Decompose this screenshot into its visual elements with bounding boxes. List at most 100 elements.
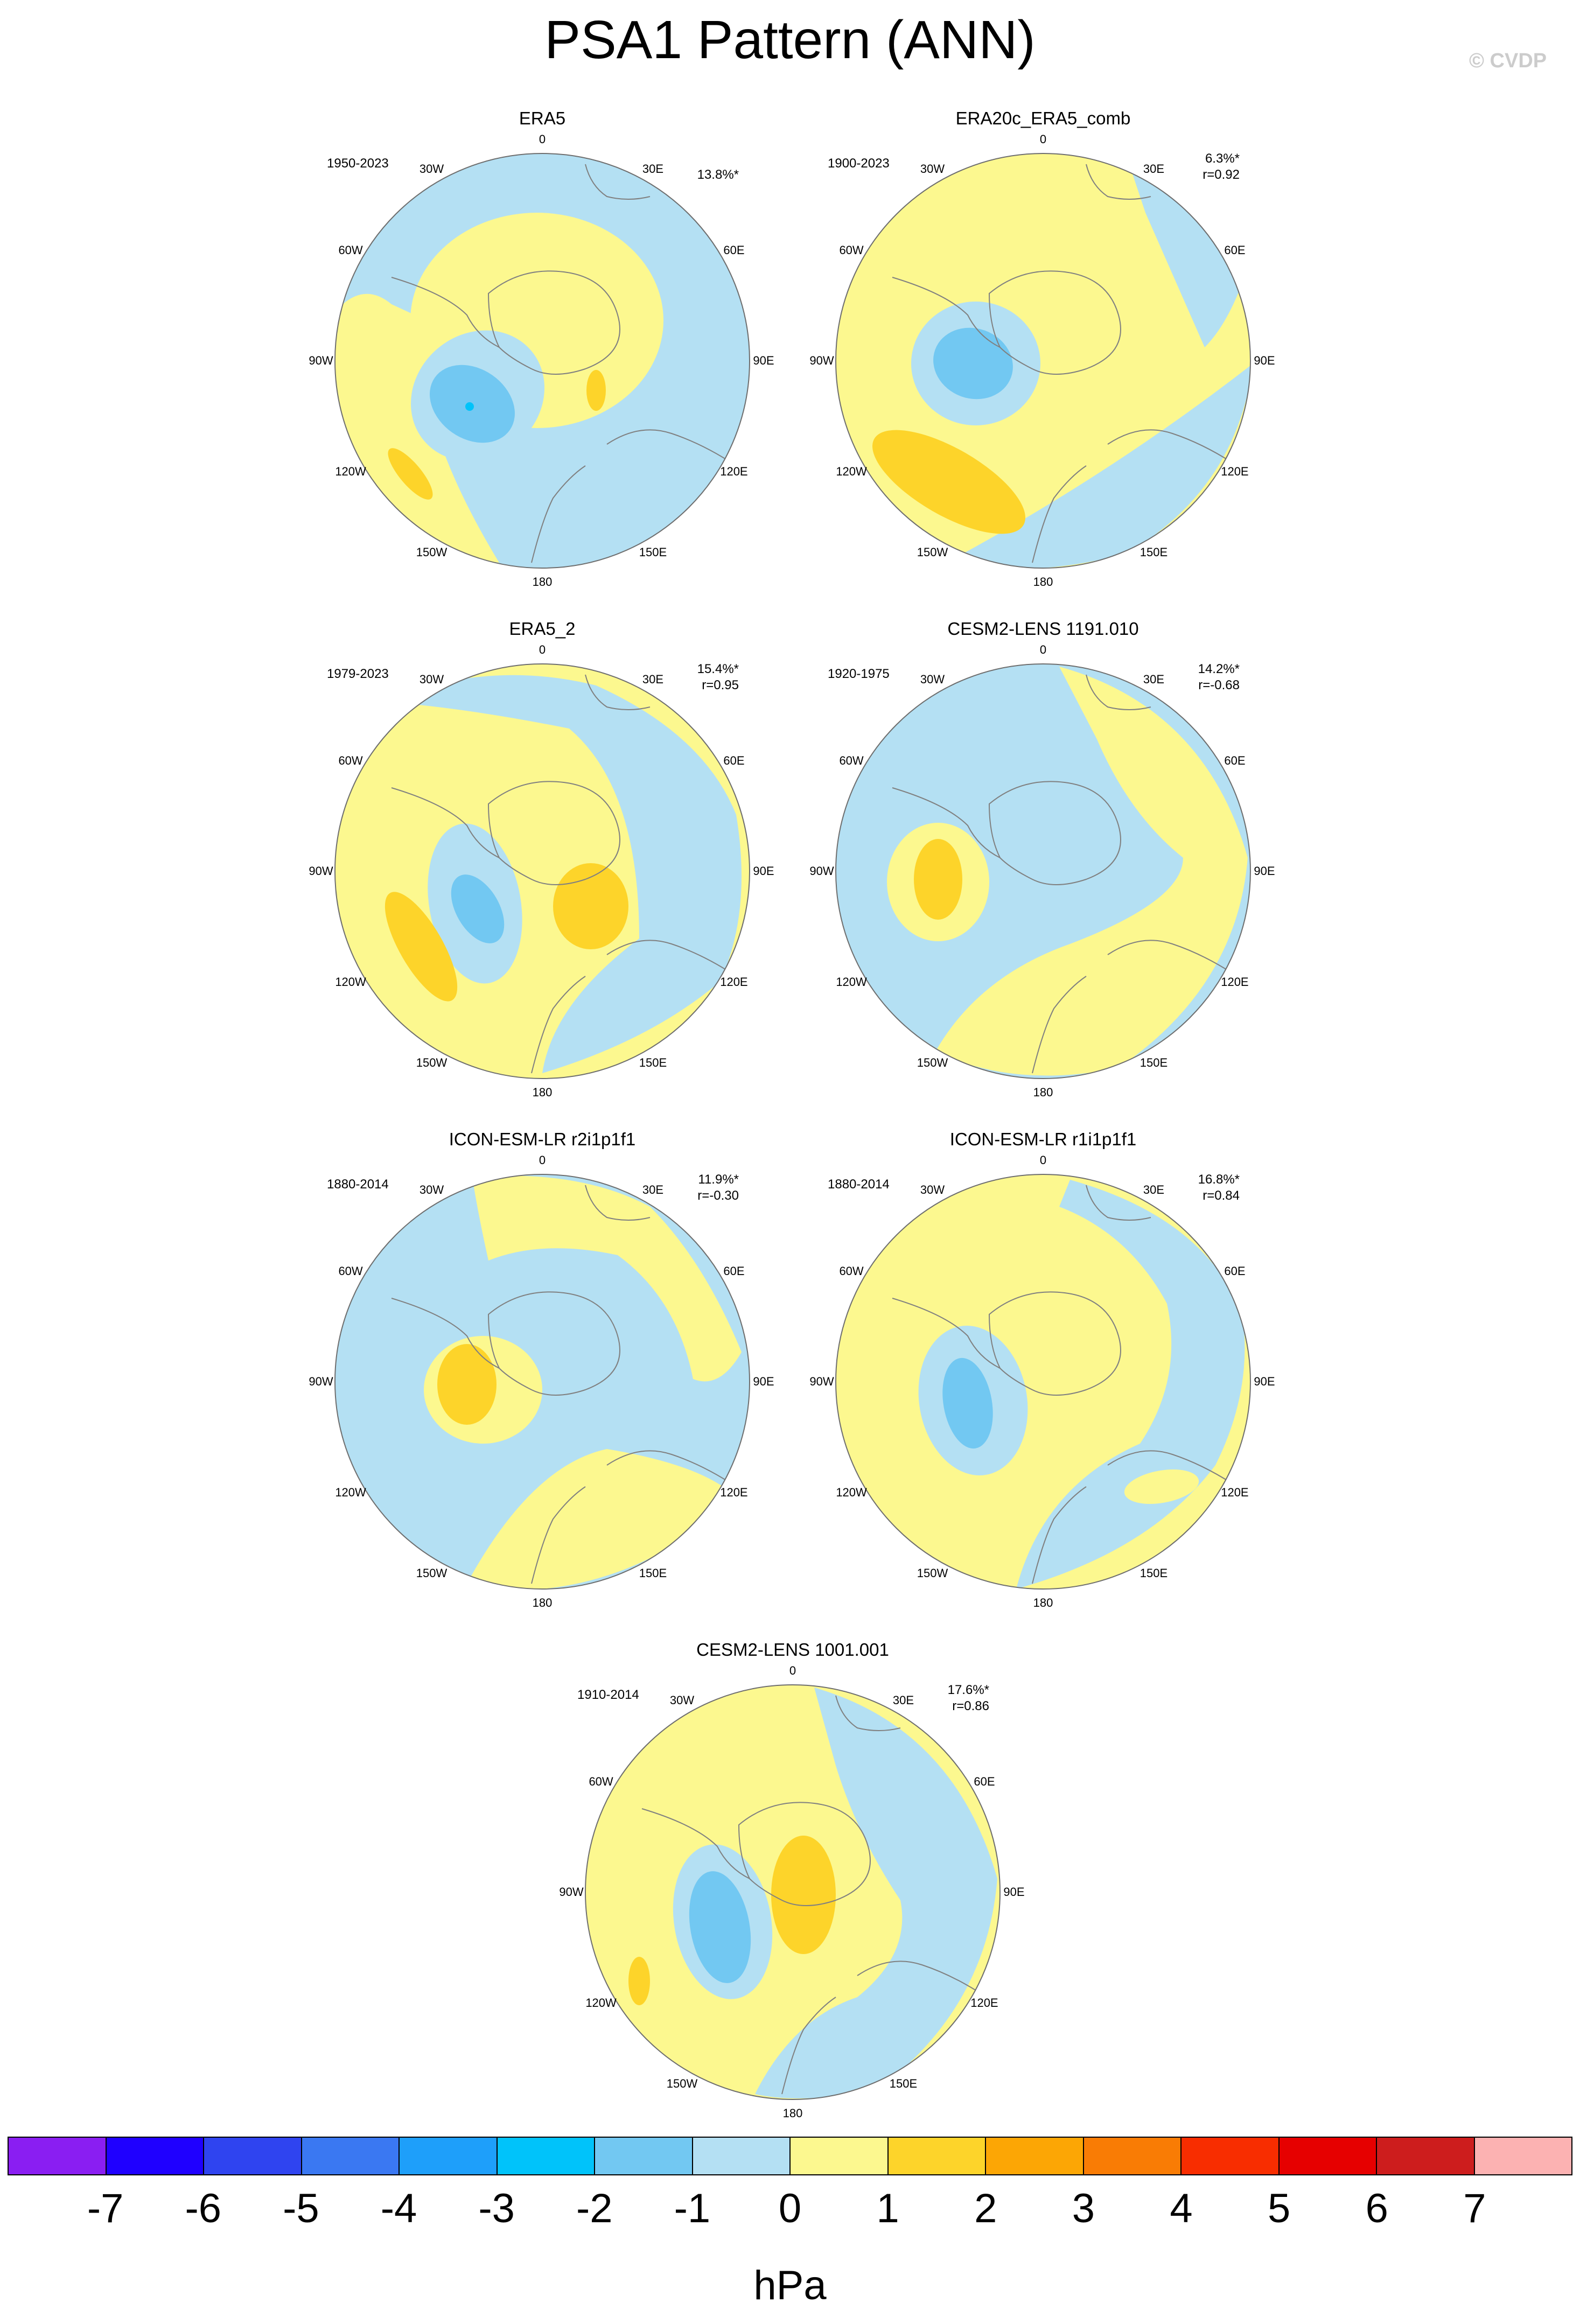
- longitude-label: 90E: [1254, 864, 1275, 878]
- pattern-correlation: r=0.86: [952, 1699, 989, 1713]
- coastline: [391, 1298, 500, 1369]
- coastline: [1086, 1185, 1151, 1221]
- coastline: [531, 976, 586, 1074]
- panel-title: ICON-ESM-LR r2i1p1f1: [449, 1129, 636, 1149]
- map-frame: [334, 663, 750, 1079]
- longitude-label: 30W: [920, 673, 945, 687]
- longitude-label: 150W: [416, 1055, 448, 1069]
- longitude-label: 60W: [839, 243, 864, 257]
- colorbar-box: [106, 2138, 204, 2174]
- longitude-label: 0: [1039, 132, 1047, 146]
- longitude-label: 150W: [416, 545, 448, 559]
- period-label: 1910-2014: [577, 1688, 639, 1702]
- longitude-label: 60W: [839, 753, 864, 767]
- longitude-label: 30W: [669, 1693, 695, 1707]
- coastline: [892, 787, 1001, 858]
- longitude-label: 60W: [338, 753, 363, 767]
- colorbar-box: [204, 2138, 302, 2174]
- map-frame: [835, 1174, 1251, 1590]
- longitude-label: 90W: [809, 354, 834, 367]
- coastline: [857, 1961, 987, 1998]
- longitude-label: 180: [1033, 1086, 1053, 1099]
- longitude-label: 120E: [720, 464, 748, 478]
- longitude-label: 0: [1039, 643, 1047, 656]
- colorbar-box: [302, 2138, 400, 2174]
- map-frame: [334, 1174, 750, 1590]
- credit-label: © CVDP: [1469, 50, 1547, 72]
- coastline: [606, 940, 737, 977]
- coastline: [1107, 1450, 1238, 1487]
- contour-region: [586, 370, 606, 411]
- longitude-label: 150W: [917, 545, 948, 559]
- longitude-label: 150E: [1139, 1566, 1168, 1580]
- coastline: [487, 781, 620, 885]
- panel-title: ERA5_2: [509, 619, 576, 639]
- period-label: 1900-2023: [828, 156, 890, 171]
- coastline: [531, 465, 586, 563]
- colorbar-tick-label: 3: [1072, 2186, 1095, 2231]
- longitude-label: 0: [789, 1664, 796, 1677]
- longitude-label: 150W: [917, 1055, 948, 1069]
- map-frame: [585, 1684, 1001, 2100]
- pattern-correlation: r=0.95: [702, 678, 739, 692]
- longitude-label: 60W: [839, 1264, 864, 1278]
- longitude-label: 0: [539, 1153, 546, 1167]
- map-panel: ERA5_2 1979-2023 15.4%* r=0.95 0 30E 60E 90…: [286, 618, 798, 1124]
- colorbar-box: [1181, 2138, 1280, 2174]
- longitude-label: 120W: [335, 1485, 366, 1499]
- map-panel: CESM2-LENS 1001.001 1910-2014 17.6%* r=0…: [537, 1639, 1048, 2145]
- longitude-label: 90W: [309, 1375, 333, 1388]
- coastline: [641, 1808, 750, 1879]
- coastline: [738, 1802, 871, 1906]
- colorbar-box: [400, 2138, 498, 2174]
- contour-region: [755, 1688, 997, 2098]
- colorbar-box: [791, 2138, 889, 2174]
- longitude-label: 120E: [720, 975, 748, 989]
- polar-map: [835, 1174, 1251, 1590]
- contour-field: [836, 1174, 1250, 1589]
- stats-label: 14.2%* r=-0.68: [1143, 661, 1240, 694]
- polar-map: [585, 1684, 1001, 2100]
- colorbar-tick-label: -1: [674, 2186, 711, 2231]
- colorbar-tick-label: -2: [576, 2186, 613, 2231]
- longitude-label: 30E: [642, 162, 664, 176]
- longitude-label: 120E: [1221, 464, 1249, 478]
- coastline: [1086, 674, 1151, 710]
- map-panel: ICON-ESM-LR r2i1p1f1 1880-2014 11.9%* r=…: [286, 1129, 798, 1635]
- contour-field: [836, 664, 1250, 1079]
- colorbar-box: [693, 2138, 791, 2174]
- longitude-label: 150W: [416, 1566, 448, 1580]
- longitude-label: 60E: [1224, 243, 1246, 257]
- longitude-label: 120E: [1221, 1485, 1249, 1499]
- contour-region: [381, 675, 742, 1073]
- coastline: [585, 674, 651, 710]
- longitude-label: 120W: [836, 1485, 867, 1499]
- contour-region: [946, 363, 1250, 568]
- longitude-label: 120E: [1221, 975, 1249, 989]
- contour-region: [628, 1957, 650, 2005]
- colorbar-box: [888, 2138, 986, 2174]
- longitude-label: 180: [1033, 1596, 1053, 1609]
- variance-pct: 6.3%*: [1205, 151, 1240, 166]
- contour-region: [1124, 1469, 1199, 1504]
- longitude-label: 60E: [723, 243, 745, 257]
- coastline: [391, 787, 500, 858]
- map-panel: ICON-ESM-LR r1i1p1f1 1880-2014 16.8%* r=…: [787, 1129, 1299, 1635]
- longitude-label: 90W: [809, 864, 834, 878]
- colorbar-box: [595, 2138, 693, 2174]
- colorbar-tick-label: 6: [1365, 2186, 1388, 2231]
- longitude-label: 90W: [309, 354, 333, 367]
- longitude-label: 90W: [559, 1885, 584, 1899]
- stats-label: 17.6%* r=0.86: [892, 1682, 989, 1714]
- longitude-label: 180: [532, 1086, 553, 1099]
- pattern-correlation: r=-0.30: [697, 1188, 739, 1203]
- longitude-label: 150E: [639, 1055, 667, 1069]
- period-label: 1950-2023: [327, 156, 389, 171]
- coastline: [585, 1185, 651, 1221]
- longitude-label: 120E: [720, 1485, 748, 1499]
- colorbar-box: [1377, 2138, 1475, 2174]
- coastline: [1107, 940, 1238, 977]
- colorbar-tick-label: 1: [876, 2186, 899, 2231]
- period-label: 1920-1975: [828, 667, 890, 681]
- coastline: [988, 270, 1121, 375]
